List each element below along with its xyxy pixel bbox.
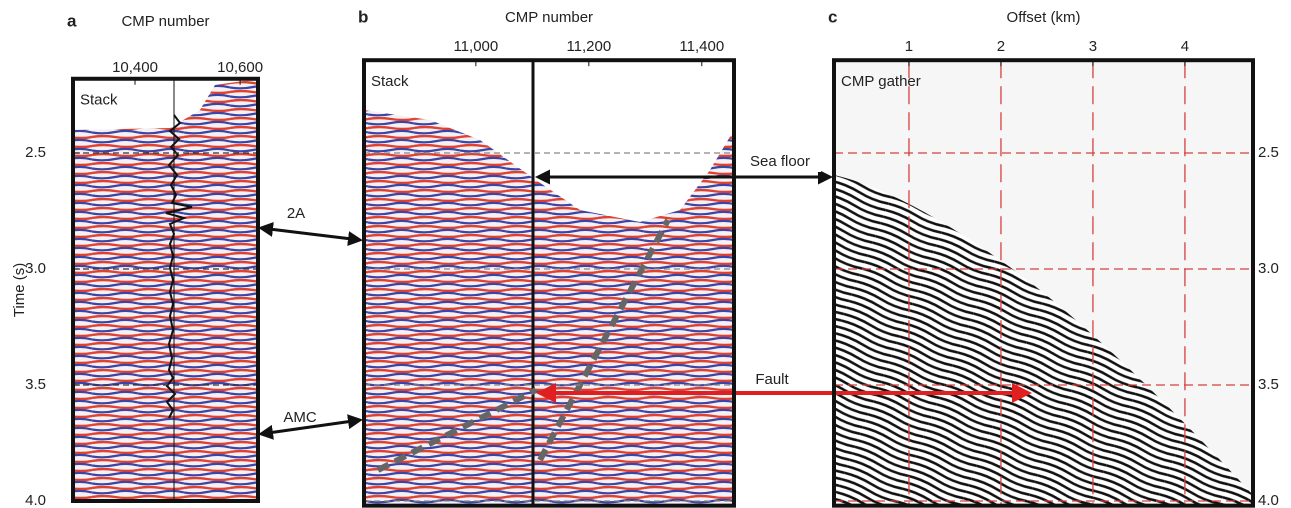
x-tick-label: 11,400: [679, 38, 724, 55]
y-tick-label: 2.5: [25, 144, 46, 161]
x-tick-label: 3: [1089, 38, 1097, 55]
x-tick-label: 4: [1181, 38, 1189, 55]
inset-label: Stack: [371, 73, 409, 90]
axis-title: CMP number: [121, 13, 209, 30]
inset-label: CMP gather: [841, 73, 921, 90]
annotation: Fault: [755, 371, 789, 388]
axis-title: CMP number: [505, 9, 593, 26]
x-tick-label: 11,000: [453, 38, 498, 55]
x-tick-label: 10,600: [217, 59, 263, 76]
x-tick-label: 2: [997, 38, 1005, 55]
arrow: [258, 414, 363, 440]
y-tick-label: 3.0: [1258, 260, 1279, 277]
y-tick-label: 4.0: [1258, 492, 1279, 508]
inset-label: Stack: [80, 92, 118, 109]
wiggle-trace: [165, 114, 193, 419]
arrow: [258, 221, 363, 247]
y-tick-label: 3.5: [25, 376, 46, 393]
annotation: 2A: [287, 205, 305, 222]
x-tick-label: 11,200: [566, 38, 611, 55]
panel-letter: a: [67, 11, 77, 30]
annotation: AMC: [283, 409, 317, 426]
gather-reflections: [834, 175, 1253, 506]
panel-frame: [832, 58, 1255, 508]
x-tick-label: 10,400: [112, 59, 158, 76]
y-tick-label: 2.5: [1258, 144, 1279, 161]
seismic-images: [73, 60, 1253, 506]
y-axis-title: Time (s): [11, 263, 28, 317]
panel-letter: b: [358, 7, 368, 26]
panel-frame: [71, 76, 260, 503]
y-tick-label: 3.0: [25, 260, 46, 277]
water-column: [73, 79, 258, 130]
arrows: [258, 169, 1032, 440]
stack-image: [73, 79, 258, 501]
fault-trace: [376, 218, 671, 473]
axis-title: Offset (km): [1007, 9, 1081, 26]
y-tick-label: 4.0: [25, 492, 46, 508]
panel-frame: [362, 58, 736, 508]
annotation: Sea floor: [750, 153, 810, 170]
x-tick-label: 1: [905, 38, 913, 55]
panel-letter: c: [828, 7, 837, 26]
y-tick-label: 3.5: [1258, 376, 1279, 393]
